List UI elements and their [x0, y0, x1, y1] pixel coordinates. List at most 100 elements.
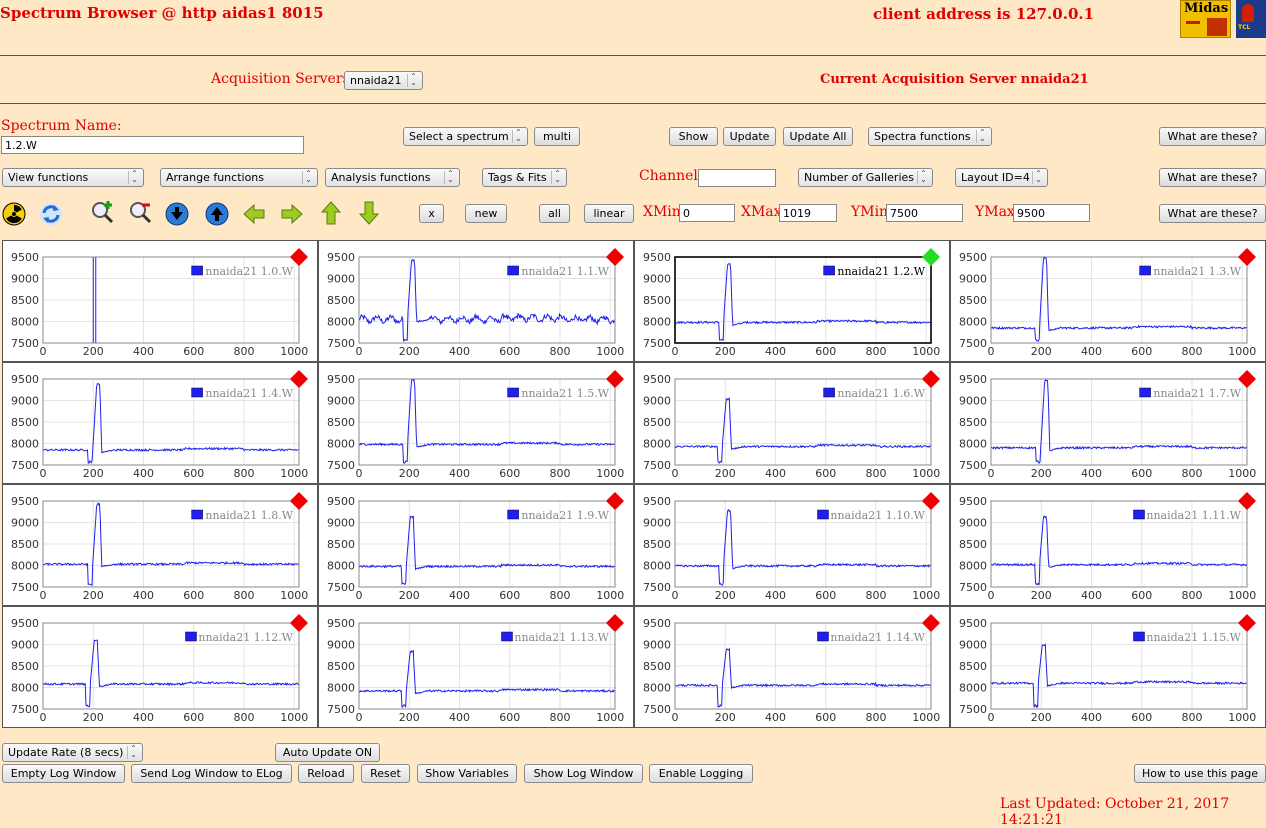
ymin-input[interactable]	[886, 204, 963, 222]
spectrum-name-input[interactable]	[1, 136, 304, 154]
reset-button[interactable]: Reset	[361, 764, 410, 783]
spectrum-panel[interactable]: 9500 9000 8500 8000 7500 0 200 400 600 800 1000 nna…	[318, 606, 634, 728]
reload-button[interactable]: Reload	[298, 764, 354, 783]
number-of-galleries-dropdown[interactable]: Number of Galleries ⌃ ⌄	[798, 168, 933, 187]
radiation-icon[interactable]	[2, 202, 26, 226]
update-all-button[interactable]: Update All	[783, 127, 853, 146]
ymax-input[interactable]	[1013, 204, 1090, 222]
status-diamond-icon[interactable]	[606, 492, 624, 510]
status-diamond-icon[interactable]	[922, 370, 940, 388]
plot-frame	[42, 622, 300, 710]
acquisition-server-select[interactable]: nnaida21 ⌃ ⌄	[344, 71, 423, 90]
status-diamond-icon[interactable]	[1238, 370, 1256, 388]
spectrum-panel[interactable]: 9500 9000 8500 8000 7500 0 200 400 600 800 1000 nna…	[634, 362, 950, 484]
what-are-these-button-1[interactable]: What are these?	[1159, 127, 1266, 146]
arrow-up-blue-icon[interactable]	[205, 202, 229, 226]
status-diamond-icon[interactable]	[290, 492, 308, 510]
status-diamond-icon[interactable]	[290, 614, 308, 632]
spectrum-panel[interactable]: 9500 9000 8500 8000 7500 0 200 400 600 800 1000 nna…	[2, 362, 318, 484]
send-log-to-elog-button[interactable]: Send Log Window to ELog	[131, 764, 292, 783]
arrow-up-icon[interactable]	[319, 201, 343, 225]
new-button[interactable]: new	[465, 204, 507, 223]
how-to-use-button[interactable]: How to use this page	[1134, 764, 1266, 783]
spectrum-panel[interactable]: 9500 9000 8500 8000 7500 0 200 400 600 800 1000 nna…	[950, 606, 1266, 728]
spectrum-panel[interactable]: 9500 9000 8500 8000 7500 0 200 400 600 800 1000 nna…	[318, 362, 634, 484]
spectrum-panel[interactable]: 9500 9000 8500 8000 7500 0 200 400 600 800 1000 nna…	[634, 606, 950, 728]
zoom-in-icon[interactable]	[90, 200, 114, 224]
multi-button[interactable]: multi	[534, 127, 580, 146]
refresh-icon[interactable]	[39, 202, 63, 226]
status-diamond-icon[interactable]	[1238, 492, 1256, 510]
client-address: client address is 127.0.0.1	[873, 5, 1095, 23]
update-rate-dropdown[interactable]: Update Rate (8 secs) ⌃ ⌄	[2, 743, 143, 762]
status-diamond-icon[interactable]	[1238, 614, 1256, 632]
show-button[interactable]: Show	[669, 127, 718, 146]
analysis-functions-dropdown[interactable]: Analysis functions ⌃ ⌄	[325, 168, 460, 187]
show-log-window-button[interactable]: Show Log Window	[524, 764, 643, 783]
all-button[interactable]: all	[539, 204, 570, 223]
select-spectrum-dropdown[interactable]: Select a spectrum ⌃ ⌄	[403, 127, 528, 146]
zoom-out-icon[interactable]	[128, 200, 152, 224]
x-button[interactable]: x	[419, 204, 444, 223]
spectrum-panel[interactable]: 9500 9000 8500 8000 7500 0 200 400 600 800 1000 nna…	[2, 606, 318, 728]
arrow-right-icon[interactable]	[280, 202, 304, 226]
status-diamond-icon[interactable]	[606, 370, 624, 388]
what-are-these-button-2[interactable]: What are these?	[1159, 168, 1266, 187]
linear-button[interactable]: linear	[584, 204, 634, 223]
arrange-functions-dropdown[interactable]: Arrange functions ⌃ ⌄	[160, 168, 318, 187]
spectrum-panel[interactable]: 9500 9000 8500 8000 7500 0 200 400 600 800 1000 nna…	[634, 484, 950, 606]
layout-id-dropdown[interactable]: Layout ID=4 ⌃ ⌄	[955, 168, 1048, 187]
arrow-down-blue-icon[interactable]	[165, 202, 189, 226]
status-diamond-icon[interactable]	[290, 370, 308, 388]
arrow-left-icon[interactable]	[242, 202, 266, 226]
status-diamond-icon[interactable]	[606, 248, 624, 266]
arrow-down-icon[interactable]	[357, 201, 381, 225]
enable-logging-button[interactable]: Enable Logging	[649, 764, 753, 783]
spectrum-panel[interactable]: 9500 9000 8500 8000 7500 0 200 400 600 800 1000 nna…	[2, 484, 318, 606]
spectrum-panel[interactable]: 9500 9000 8500 8000 7500 0 200 400 600 800 1000 nna…	[950, 362, 1266, 484]
show-variables-button[interactable]: Show Variables	[417, 764, 517, 783]
auto-update-button[interactable]: Auto Update ON	[275, 743, 380, 762]
spectrum-line	[42, 383, 299, 464]
spectrum-panel[interactable]: 9500 9000 8500 8000 7500 0 200 400 600 800 1000 nna…	[318, 240, 634, 362]
spectrum-panel[interactable]: 9500 9000 8500 8000 7500 0 200 400 600 800 1000 nna…	[318, 484, 634, 606]
status-diamond-icon[interactable]	[606, 614, 624, 632]
tags-fits-dropdown[interactable]: Tags & Fits ⌃ ⌄	[482, 168, 567, 187]
xmax-input[interactable]	[779, 204, 837, 222]
status-diamond-icon[interactable]	[290, 248, 308, 266]
spectrum-panel[interactable]: 9500 9000 8500 8000 7500 0 200 400 600 800 1000 nna…	[2, 240, 318, 362]
xmin-input[interactable]	[679, 204, 735, 222]
view-functions-dropdown[interactable]: View functions ⌃ ⌄	[2, 168, 144, 187]
spectrum-panel[interactable]: 9500 9000 8500 8000 7500 0 200 400 600 800 1000 nna…	[950, 484, 1266, 606]
spectrum-panel[interactable]: 9500 9000 8500 8000 7500 0 200 400 600 800 1000 nna…	[950, 240, 1266, 362]
status-diamond-icon[interactable]	[1238, 248, 1256, 266]
spectra-functions-dropdown[interactable]: Spectra functions ⌃ ⌄	[868, 127, 992, 146]
status-diamond-icon[interactable]	[922, 248, 940, 266]
status-diamond-icon[interactable]	[922, 492, 940, 510]
legend-label: nnaida21 1.1.W	[521, 265, 609, 278]
update-button[interactable]: Update	[723, 127, 776, 146]
what-are-these-button-3[interactable]: What are these?	[1159, 204, 1266, 223]
x-tick-label: 1000	[596, 345, 624, 358]
spectrum-panel[interactable]: 9500 9000 8500 8000 7500 0 200 400 600 800 1000 nna…	[634, 240, 950, 362]
empty-log-window-button[interactable]: Empty Log Window	[2, 764, 125, 783]
channel-input[interactable]	[698, 169, 776, 187]
update-rate-label: Update Rate (8 secs)	[8, 746, 124, 759]
status-diamond-icon[interactable]	[922, 614, 940, 632]
